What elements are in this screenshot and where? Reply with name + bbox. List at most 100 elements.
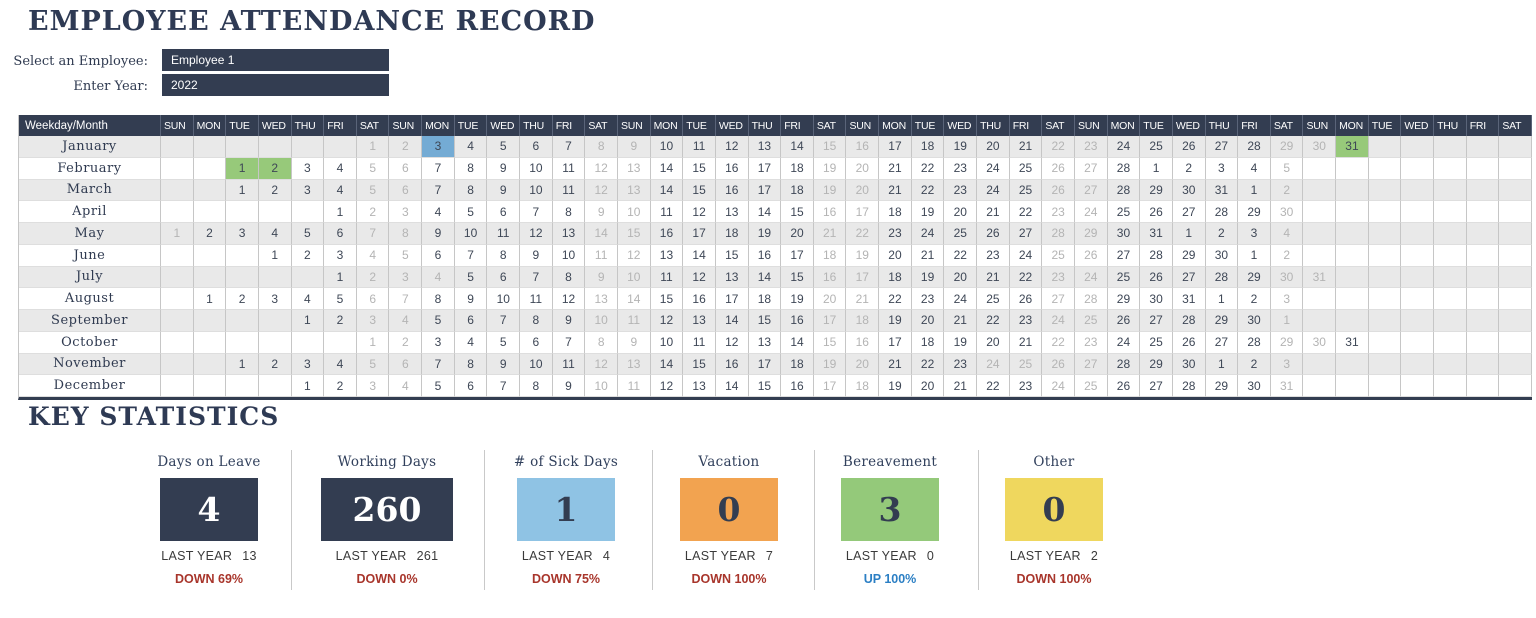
day-cell[interactable]: 1 bbox=[1238, 179, 1271, 202]
day-cell[interactable]: 25 bbox=[944, 223, 978, 245]
day-cell[interactable]: 3 bbox=[1238, 223, 1271, 245]
day-cell[interactable]: 19 bbox=[944, 331, 978, 354]
day-cell[interactable] bbox=[291, 201, 325, 223]
day-cell[interactable] bbox=[193, 179, 227, 202]
day-cell[interactable]: 23 bbox=[1042, 201, 1075, 223]
year-input[interactable]: 2022 bbox=[162, 74, 389, 96]
day-cell[interactable]: 7 bbox=[422, 179, 455, 202]
day-cell[interactable]: 4 bbox=[1238, 157, 1271, 180]
day-cell[interactable]: 31 bbox=[1303, 266, 1337, 289]
day-cell[interactable]: 18 bbox=[781, 179, 814, 202]
day-cell[interactable]: 15 bbox=[683, 353, 716, 376]
day-cell[interactable]: 26 bbox=[977, 223, 1010, 245]
day-cell[interactable] bbox=[1303, 223, 1337, 245]
day-cell[interactable]: 30 bbox=[1107, 223, 1141, 245]
day-cell[interactable] bbox=[161, 244, 194, 267]
day-cell[interactable]: 30 bbox=[1303, 331, 1337, 354]
day-cell[interactable]: 18 bbox=[911, 136, 945, 158]
day-cell[interactable] bbox=[324, 331, 357, 354]
day-cell[interactable]: 1 bbox=[324, 266, 357, 289]
day-cell[interactable]: 21 bbox=[879, 179, 912, 202]
day-cell[interactable]: 10 bbox=[617, 201, 651, 223]
day-cell[interactable]: 28 bbox=[1074, 288, 1108, 310]
day-cell[interactable]: 24 bbox=[1042, 375, 1075, 397]
day-cell[interactable]: 22 bbox=[1009, 201, 1043, 223]
day-cell[interactable]: 10 bbox=[520, 353, 553, 376]
day-cell[interactable] bbox=[161, 353, 194, 376]
day-cell[interactable]: 15 bbox=[813, 331, 847, 354]
day-cell[interactable]: 21 bbox=[1009, 136, 1043, 158]
day-cell[interactable]: 15 bbox=[748, 375, 782, 397]
day-cell[interactable]: 9 bbox=[617, 331, 651, 354]
day-cell[interactable]: 31 bbox=[1140, 223, 1173, 245]
day-cell[interactable]: 5 bbox=[487, 331, 521, 354]
day-cell[interactable] bbox=[193, 331, 227, 354]
day-cell[interactable]: 9 bbox=[552, 310, 586, 332]
day-cell[interactable]: 7 bbox=[389, 288, 423, 310]
day-cell[interactable]: 1 bbox=[193, 288, 227, 310]
day-cell[interactable]: 16 bbox=[683, 288, 716, 310]
day-cell[interactable]: 13 bbox=[748, 136, 782, 158]
day-cell[interactable]: 4 bbox=[422, 201, 455, 223]
day-cell[interactable] bbox=[1466, 375, 1500, 397]
day-cell[interactable]: 21 bbox=[879, 157, 912, 180]
day-cell[interactable]: 2 bbox=[1238, 288, 1271, 310]
day-cell[interactable]: 8 bbox=[585, 136, 618, 158]
day-cell[interactable] bbox=[1303, 310, 1337, 332]
day-cell[interactable]: 12 bbox=[552, 288, 586, 310]
day-cell[interactable]: 20 bbox=[813, 288, 847, 310]
day-cell[interactable] bbox=[1466, 310, 1500, 332]
day-cell[interactable]: 16 bbox=[715, 353, 749, 376]
day-cell[interactable]: 23 bbox=[911, 288, 945, 310]
day-cell[interactable]: 18 bbox=[813, 244, 847, 267]
day-cell[interactable]: 15 bbox=[683, 157, 716, 180]
day-cell[interactable]: 18 bbox=[911, 331, 945, 354]
day-cell[interactable]: 20 bbox=[977, 136, 1010, 158]
day-cell[interactable]: 9 bbox=[454, 288, 488, 310]
day-cell[interactable]: 31 bbox=[1336, 331, 1369, 354]
day-cell[interactable]: 2 bbox=[193, 223, 227, 245]
day-cell[interactable]: 23 bbox=[1042, 266, 1075, 289]
day-cell[interactable]: 24 bbox=[1074, 266, 1108, 289]
day-cell[interactable]: 18 bbox=[748, 288, 782, 310]
day-cell[interactable]: 8 bbox=[487, 244, 521, 267]
day-cell[interactable]: 13 bbox=[715, 201, 749, 223]
day-cell[interactable]: 10 bbox=[650, 136, 684, 158]
day-cell[interactable]: 18 bbox=[846, 375, 880, 397]
day-cell[interactable]: 8 bbox=[585, 331, 618, 354]
day-cell[interactable]: 17 bbox=[748, 157, 782, 180]
day-cell[interactable] bbox=[1499, 157, 1532, 180]
day-cell[interactable] bbox=[193, 375, 227, 397]
day-cell[interactable] bbox=[161, 288, 194, 310]
day-cell[interactable] bbox=[1368, 223, 1402, 245]
day-cell[interactable]: 22 bbox=[977, 375, 1010, 397]
day-cell[interactable]: 14 bbox=[650, 179, 684, 202]
day-cell[interactable]: 6 bbox=[422, 244, 455, 267]
day-cell[interactable]: 17 bbox=[879, 331, 912, 354]
day-cell[interactable]: 19 bbox=[911, 266, 945, 289]
day-cell[interactable] bbox=[1368, 266, 1402, 289]
day-cell[interactable]: 9 bbox=[487, 179, 521, 202]
day-cell[interactable]: 25 bbox=[1140, 331, 1173, 354]
day-cell[interactable]: 9 bbox=[487, 353, 521, 376]
day-cell[interactable]: 19 bbox=[813, 157, 847, 180]
day-cell[interactable]: 16 bbox=[715, 179, 749, 202]
day-cell[interactable]: 25 bbox=[1009, 157, 1043, 180]
day-cell[interactable]: 25 bbox=[1009, 353, 1043, 376]
day-cell[interactable]: 7 bbox=[487, 310, 521, 332]
day-cell[interactable]: 17 bbox=[781, 244, 814, 267]
day-cell[interactable]: 4 bbox=[324, 353, 357, 376]
day-cell[interactable]: 24 bbox=[1009, 244, 1043, 267]
day-cell[interactable]: 20 bbox=[879, 244, 912, 267]
day-cell[interactable]: 17 bbox=[683, 223, 716, 245]
day-cell[interactable]: 30 bbox=[1270, 266, 1304, 289]
day-cell[interactable]: 25 bbox=[1074, 375, 1108, 397]
day-cell[interactable] bbox=[1401, 331, 1435, 354]
day-cell[interactable]: 24 bbox=[911, 223, 945, 245]
day-cell[interactable]: 20 bbox=[911, 310, 945, 332]
day-cell[interactable]: 21 bbox=[879, 353, 912, 376]
day-cell[interactable] bbox=[1466, 266, 1500, 289]
day-cell[interactable]: 1 bbox=[1140, 157, 1173, 180]
day-cell[interactable]: 8 bbox=[552, 266, 586, 289]
day-cell[interactable]: 17 bbox=[879, 136, 912, 158]
